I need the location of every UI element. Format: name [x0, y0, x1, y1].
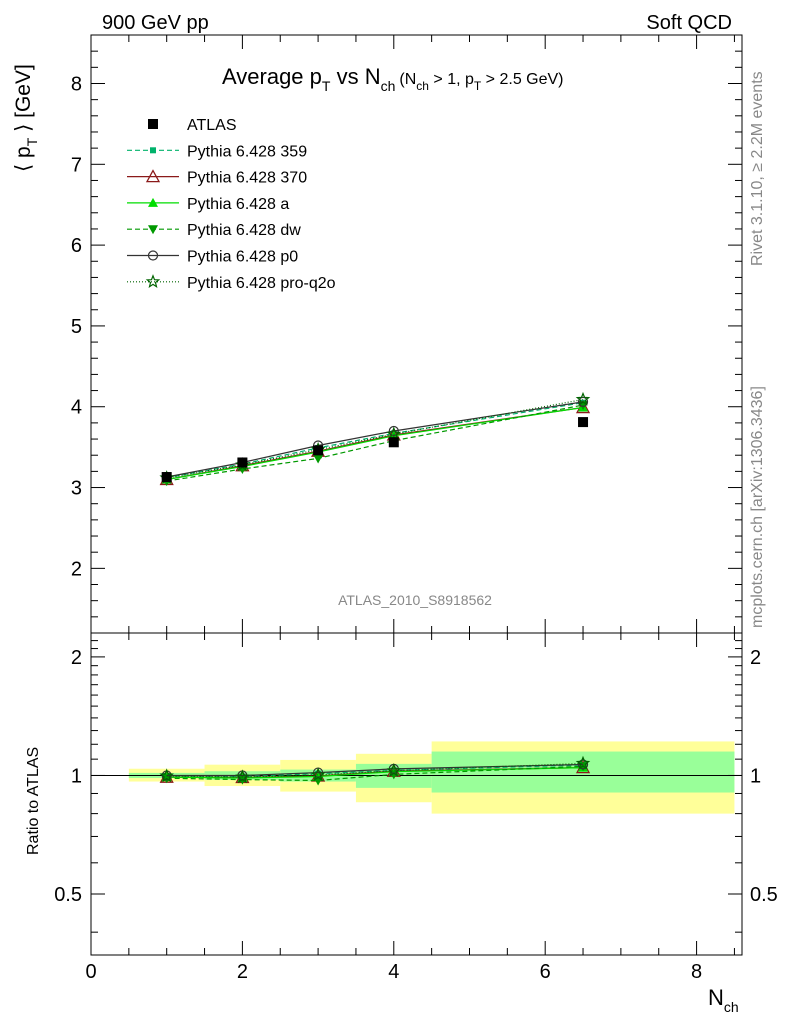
- y-tick-label: 6: [71, 235, 82, 257]
- x-tick-label: 4: [388, 961, 399, 983]
- legend-label: Pythia 6.428 dw: [187, 222, 301, 239]
- series-point: [577, 396, 589, 407]
- ratio-point: [577, 759, 589, 770]
- ratio-series: [159, 755, 591, 786]
- ratio-point: [386, 763, 402, 777]
- ratio-line: [166, 763, 584, 777]
- ratio-tick-label-left: 0.5: [54, 884, 82, 906]
- header-left: 900 GeV pp: [102, 12, 209, 34]
- y-tick-label: 3: [71, 478, 82, 500]
- y-axis-label: ⟨ pT ⟩ [GeV]: [12, 64, 40, 172]
- ratio-point: [575, 755, 591, 770]
- series-line: [166, 398, 584, 479]
- series-point: [388, 425, 399, 437]
- y-tick-label: 2: [71, 558, 82, 580]
- series-point: [575, 391, 591, 406]
- y-tick-label: 7: [71, 154, 82, 176]
- legend-marker: [148, 197, 158, 207]
- legend-marker: [150, 147, 156, 154]
- ratio-point: [235, 769, 250, 784]
- legend: ATLAS Pythia 6.428 359 Pythia 6.428 370 Pyt…: [127, 117, 336, 292]
- series-point: [575, 400, 591, 414]
- legend-marker: [148, 119, 158, 129]
- x-tick-label: 0: [85, 961, 96, 983]
- legend-label: ATLAS: [187, 117, 237, 134]
- series-line: [166, 406, 584, 481]
- lower-frame: [90, 632, 743, 956]
- data-point: [237, 457, 248, 468]
- y-tick-label: 4: [71, 397, 82, 419]
- mcplots-label: mcplots.cern.ch [arXiv:1306.3436]: [749, 386, 766, 628]
- y-tick-label: 8: [71, 73, 82, 95]
- data-point: [578, 417, 589, 428]
- ratio-tick-label-right: 1: [750, 765, 761, 787]
- ratio-tick-label-left: 2: [71, 647, 82, 669]
- data-point: [161, 472, 172, 483]
- legend-marker: [145, 169, 161, 183]
- legend-marker: [147, 250, 159, 261]
- x-tick-label: 6: [540, 961, 551, 983]
- upper-series: [159, 391, 591, 487]
- axis-tick-labels: 0 2 4 6 8 2 3 4 5 6 7 8 0.5 0.5 1 1 2 2: [54, 73, 778, 983]
- legend-label: Pythia 6.428 a: [187, 196, 289, 213]
- ratio-axis-label: Ratio to ATLAS: [25, 747, 42, 855]
- ratio-line: [166, 764, 584, 778]
- legend-label: Pythia 6.428 pro-q2o: [187, 275, 336, 292]
- ratio-point: [159, 768, 174, 783]
- x-tick-label: 2: [237, 961, 248, 983]
- legend-label: Pythia 6.428 359: [187, 143, 307, 160]
- legend-label: Pythia 6.428 370: [187, 170, 307, 187]
- x-axis-label: Nch: [708, 985, 739, 1015]
- header-right: Soft QCD: [646, 12, 732, 34]
- analysis-watermark: ATLAS_2010_S8918562: [338, 592, 492, 608]
- data-point: [313, 445, 324, 456]
- legend-marker: [148, 225, 158, 235]
- ratio-tick-label-left: 1: [71, 765, 82, 787]
- ratio-line: [166, 765, 584, 782]
- chart-title: Average pT vs Nch (Nch > 1, pT > 2.5 GeV): [222, 64, 564, 94]
- axis-ticks: [90, 34, 742, 955]
- ratio-point: [310, 767, 326, 782]
- series-point: [386, 426, 402, 441]
- ratio-tick-label-right: 0.5: [750, 884, 778, 906]
- ratio-tick-label-right: 2: [750, 647, 761, 669]
- series-point: [313, 454, 324, 464]
- rivet-label: Rivet 3.1.10, ≥ 2.2M events: [749, 71, 766, 266]
- x-tick-label: 8: [691, 961, 702, 983]
- legend-marker: [145, 274, 161, 289]
- legend-label: Pythia 6.428 p0: [187, 249, 298, 266]
- y-tick-label: 5: [71, 316, 82, 338]
- data-point: [388, 437, 399, 448]
